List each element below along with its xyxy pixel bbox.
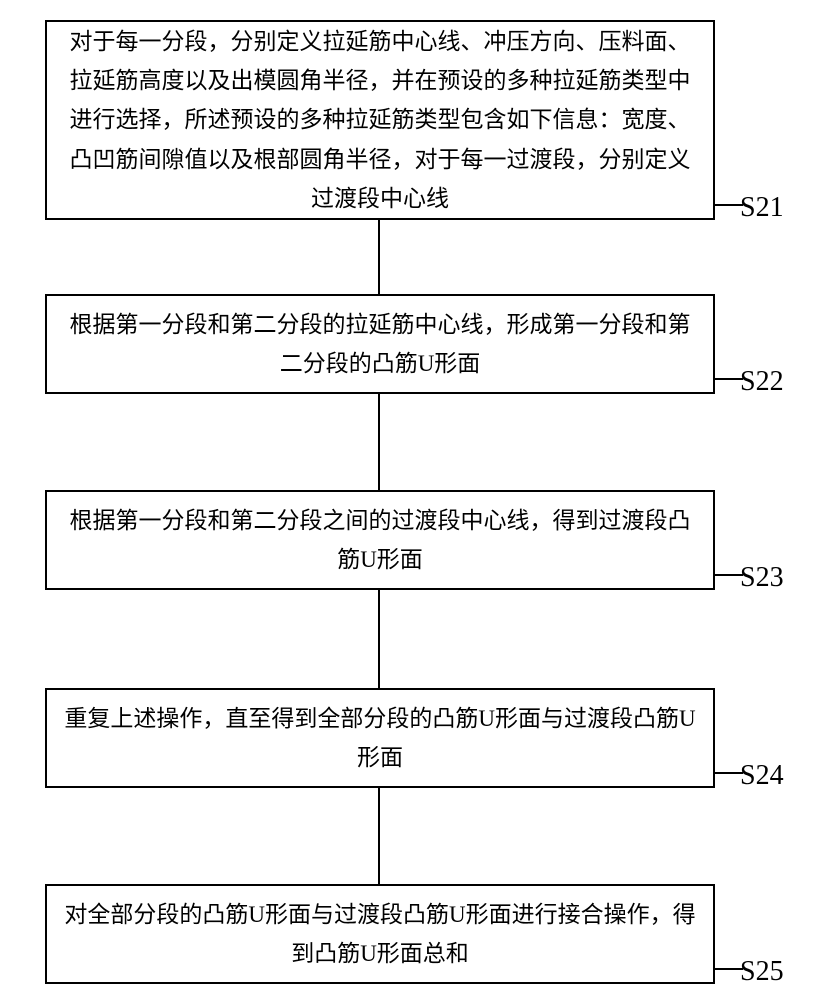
connector-s22-s23 [378,394,380,490]
connector-s21-s22 [378,220,380,294]
flow-node-s22-text: 根据第一分段和第二分段的拉延筋中心线，形成第一分段和第二分段的凸筋U形面 [63,305,697,383]
flow-node-s23: 根据第一分段和第二分段之间的过渡段中心线，得到过渡段凸筋U形面 [45,490,715,590]
label-tick-s22 [715,378,743,380]
flow-node-s25-text: 对全部分段的凸筋U形面与过渡段凸筋U形面进行接合操作，得到凸筋U形面总和 [63,895,697,973]
flowchart-canvas: 对于每一分段，分别定义拉延筋中心线、冲压方向、压料面、拉延筋高度以及出模圆角半径… [0,0,840,1000]
flow-node-s23-text: 根据第一分段和第二分段之间的过渡段中心线，得到过渡段凸筋U形面 [63,501,697,579]
flow-node-s24-text: 重复上述操作，直至得到全部分段的凸筋U形面与过渡段凸筋U形面 [63,699,697,777]
label-tick-s24 [715,772,743,774]
flow-label-s24: S24 [740,760,784,792]
label-tick-s23 [715,574,743,576]
flow-label-s25: S25 [740,956,784,988]
label-tick-s25 [715,968,743,970]
flow-node-s24: 重复上述操作，直至得到全部分段的凸筋U形面与过渡段凸筋U形面 [45,688,715,788]
connector-s24-s25 [378,788,380,884]
connector-s23-s24 [378,590,380,688]
label-tick-s21 [715,204,743,206]
flow-label-s22: S22 [740,366,784,398]
flow-label-s23: S23 [740,562,784,594]
flow-label-s21: S21 [740,192,784,224]
flow-node-s21: 对于每一分段，分别定义拉延筋中心线、冲压方向、压料面、拉延筋高度以及出模圆角半径… [45,20,715,220]
flow-node-s22: 根据第一分段和第二分段的拉延筋中心线，形成第一分段和第二分段的凸筋U形面 [45,294,715,394]
flow-node-s21-text: 对于每一分段，分别定义拉延筋中心线、冲压方向、压料面、拉延筋高度以及出模圆角半径… [63,22,697,217]
flow-node-s25: 对全部分段的凸筋U形面与过渡段凸筋U形面进行接合操作，得到凸筋U形面总和 [45,884,715,984]
